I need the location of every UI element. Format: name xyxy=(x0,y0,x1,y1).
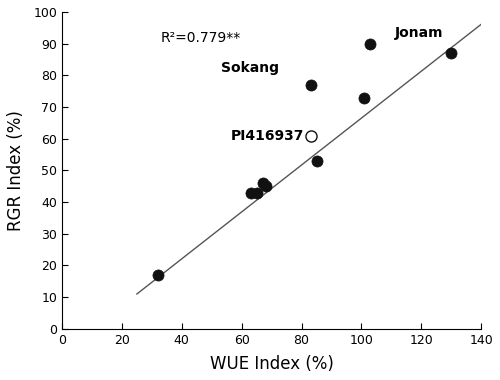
Y-axis label: RGR Index (%): RGR Index (%) xyxy=(7,110,25,231)
Text: R²=0.779**: R²=0.779** xyxy=(161,31,241,45)
Text: Sokang: Sokang xyxy=(220,61,278,75)
X-axis label: WUE Index (%): WUE Index (%) xyxy=(210,355,334,373)
Text: PI416937: PI416937 xyxy=(231,128,304,142)
Text: Jonam: Jonam xyxy=(394,27,443,40)
